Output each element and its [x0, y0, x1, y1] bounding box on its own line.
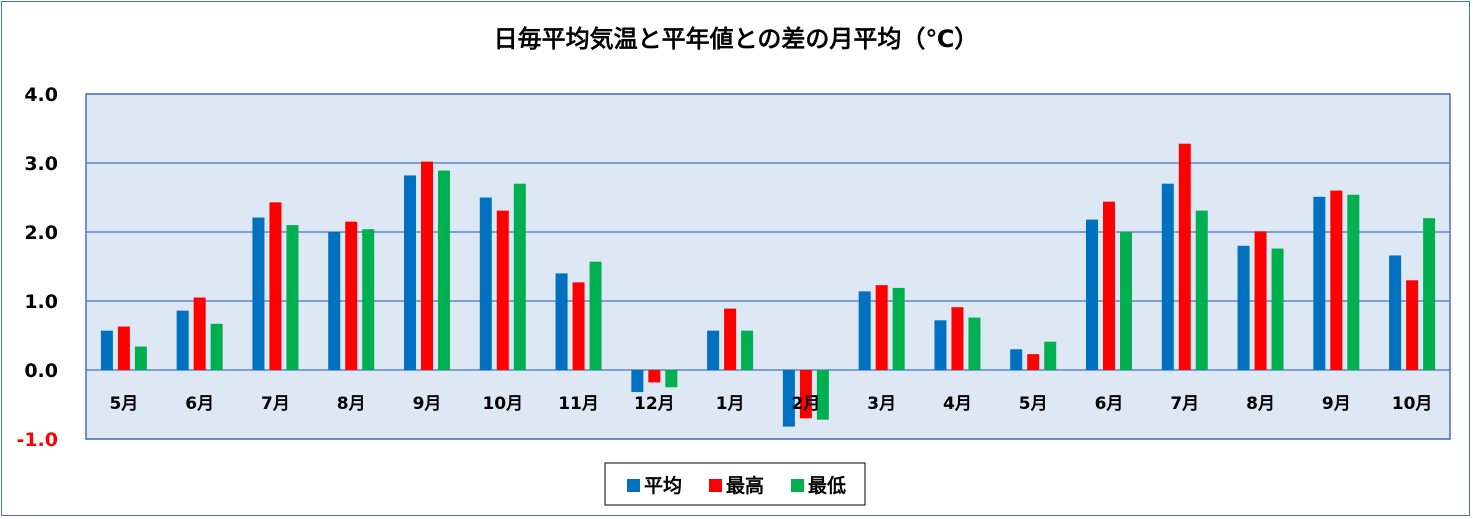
x-tick-label: 10月 — [482, 394, 523, 414]
y-tick-label: 0.0 — [24, 360, 58, 382]
bar-平均 — [404, 175, 416, 370]
bar-最高 — [572, 282, 585, 370]
bar-最高 — [496, 210, 509, 370]
bar-最低 — [1120, 232, 1132, 370]
legend-swatch — [627, 479, 640, 492]
bar-最低 — [968, 317, 981, 370]
y-axis-ticks: 4.0 3.0 2.0 1.0 0.0 -1.0 — [16, 84, 58, 451]
bar-最高 — [1027, 354, 1040, 370]
bar-平均 — [707, 330, 720, 370]
y-tick-label: -1.0 — [16, 429, 58, 451]
y-tick-label: 4.0 — [24, 84, 58, 106]
bar-平均 — [934, 320, 947, 370]
y-tick-label: 2.0 — [24, 222, 58, 244]
legend-swatch — [709, 479, 722, 492]
bar-最低 — [362, 229, 375, 370]
bar-平均 — [1010, 349, 1023, 370]
bars — [100, 143, 1436, 427]
bar-平均 — [631, 370, 644, 393]
bar-平均 — [782, 370, 795, 427]
bar-平均 — [176, 310, 189, 370]
x-tick-label: 4月 — [943, 394, 972, 414]
x-tick-label: 9月 — [1322, 394, 1351, 414]
bar-平均 — [100, 330, 113, 370]
bar-最低 — [513, 183, 526, 370]
bar-最低 — [1347, 194, 1360, 370]
x-tick-label: 6月 — [185, 394, 214, 414]
legend: 平均 最高 最低 — [604, 462, 866, 506]
y-tick-label: 1.0 — [24, 291, 58, 313]
bar-最低 — [286, 225, 299, 370]
bar-最低 — [1271, 248, 1284, 370]
bar-最高 — [1178, 143, 1191, 370]
bar-平均 — [328, 232, 341, 370]
bar-最高 — [1254, 231, 1267, 370]
bar-平均 — [252, 217, 265, 370]
bar-平均 — [1161, 183, 1174, 370]
bar-最低 — [134, 346, 147, 370]
bar-最低 — [438, 170, 450, 370]
bar-平均 — [1237, 245, 1250, 370]
x-tick-label: 7月 — [261, 394, 290, 414]
bar-最低 — [816, 370, 829, 420]
x-tick-label: 11月 — [558, 394, 599, 414]
x-tick-label: 8月 — [1246, 394, 1275, 414]
bar-最高 — [951, 307, 964, 370]
bar-最低 — [1044, 341, 1057, 370]
x-tick-label: 6月 — [1095, 394, 1124, 414]
legend-box — [604, 462, 866, 506]
bar-最高 — [193, 297, 206, 370]
bar-最高 — [875, 285, 888, 370]
x-axis-ticks: 5月 6月 7月 8月 9月 10月 11月 12月 1月 2月 3月 4月 5月 6月 7月 8月 9月 10月 — [109, 394, 1432, 414]
bar-最低 — [1423, 218, 1436, 370]
bar-平均 — [479, 197, 492, 370]
bar-最低 — [1195, 210, 1208, 370]
bar-平均 — [1313, 196, 1326, 370]
bar-最高 — [1103, 201, 1115, 370]
chart-title: 日毎平均気温と平年値との差の月平均（℃） — [494, 25, 979, 53]
x-tick-label: 12月 — [634, 394, 675, 414]
bar-平均 — [1389, 255, 1402, 370]
bar-最高 — [648, 370, 661, 383]
x-tick-label: 2月 — [791, 394, 820, 414]
x-tick-label: 3月 — [867, 394, 896, 414]
legend-label: 最高 — [726, 474, 764, 497]
legend-swatch — [791, 479, 804, 492]
legend-label: 平均 — [644, 474, 682, 497]
bar-最高 — [117, 326, 130, 370]
x-tick-label: 9月 — [413, 394, 442, 414]
bar-最高 — [421, 161, 433, 370]
bar-最高 — [345, 221, 358, 370]
plot-border — [85, 93, 1451, 440]
x-tick-label: 8月 — [337, 394, 366, 414]
x-tick-label: 7月 — [1170, 394, 1199, 414]
x-tick-label: 5月 — [109, 394, 138, 414]
bar-最高 — [799, 370, 812, 419]
bar-最低 — [741, 330, 754, 370]
y-tick-label: 3.0 — [24, 153, 58, 175]
bar-最低 — [210, 323, 223, 370]
x-tick-label: 1月 — [716, 394, 745, 414]
bar-最低 — [892, 287, 905, 370]
bar-平均 — [1086, 219, 1098, 370]
x-tick-label: 5月 — [1019, 394, 1048, 414]
bar-最高 — [1406, 280, 1419, 370]
bar-平均 — [555, 273, 568, 370]
bar-最低 — [665, 370, 678, 388]
plot-area — [86, 94, 1450, 439]
x-tick-label: 10月 — [1392, 394, 1433, 414]
bar-平均 — [858, 291, 871, 370]
bar-最高 — [1330, 190, 1343, 370]
legend-label: 最低 — [808, 474, 846, 497]
bar-最低 — [589, 261, 602, 370]
bar-最高 — [724, 308, 737, 370]
bar-最高 — [269, 202, 282, 370]
